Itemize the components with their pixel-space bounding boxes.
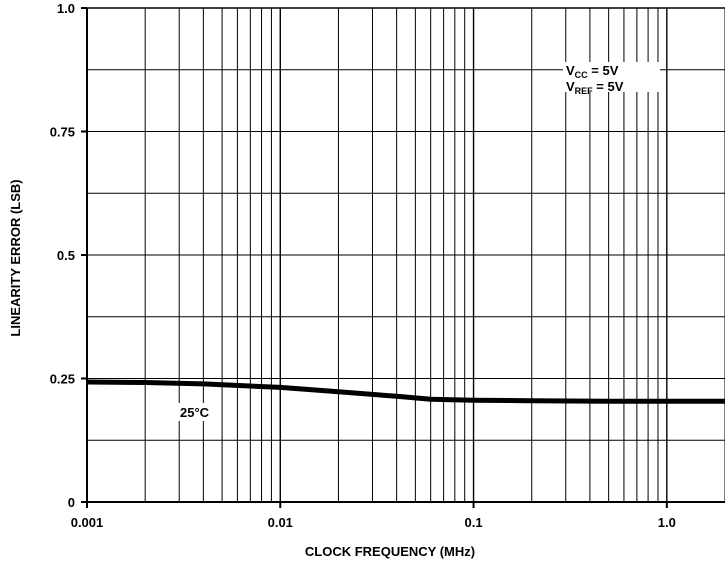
y-tick-label: 0 [68, 495, 75, 510]
vref-annotation: VREF = 5V [566, 79, 624, 96]
x-tick-label: 1.0 [658, 515, 676, 530]
series-layer [86, 379, 725, 404]
series-label-bg [176, 403, 216, 421]
y-tick-label: 1.0 [57, 1, 75, 16]
y-tick-label: 0.5 [57, 248, 75, 263]
vcc-sub: CC [575, 70, 588, 80]
x-tick-label: 0.1 [465, 515, 483, 530]
axes [81, 7, 725, 508]
series-label-25c: 25°C [180, 405, 210, 420]
y-tick-label: 0.75 [50, 125, 75, 140]
vref-sub: REF [575, 86, 594, 96]
y-tick-labels: 0 0.25 0.5 0.75 1.0 [50, 1, 75, 510]
vref-prefix: V [566, 79, 575, 94]
series-line-0 [86, 379, 725, 404]
x-tick-label: 0.01 [268, 515, 293, 530]
vcc-suffix: = 5V [588, 63, 619, 78]
vcc-prefix: V [566, 63, 575, 78]
x-tick-labels: 0.001 0.01 0.1 1.0 [71, 515, 676, 530]
minor-grid [87, 8, 725, 502]
x-tick-label: 0.001 [71, 515, 104, 530]
y-axis-title: LINEARITY ERROR (LSB) [8, 179, 23, 336]
x-axis-title: CLOCK FREQUENCY (MHz) [305, 544, 475, 559]
supply-annotation-bg [563, 62, 660, 92]
y-tick-label: 0.25 [50, 372, 75, 387]
vcc-annotation: VCC = 5V [566, 63, 619, 80]
vref-suffix: = 5V [593, 79, 624, 94]
